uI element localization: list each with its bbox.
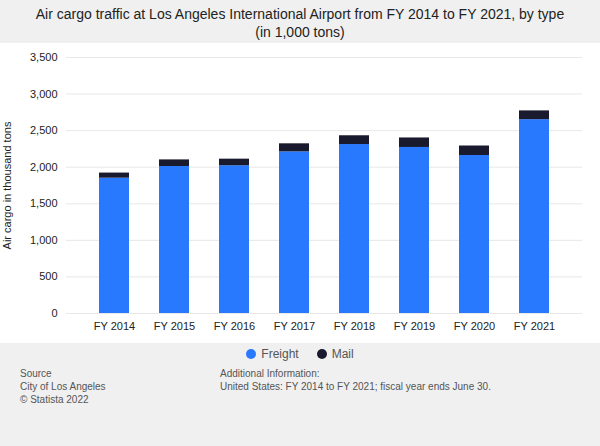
svg-text:2,000: 2,000 (30, 161, 58, 173)
svg-text:2,500: 2,500 (30, 124, 58, 136)
svg-text:FY 2020: FY 2020 (454, 320, 495, 332)
svg-text:FY 2014: FY 2014 (94, 320, 135, 332)
svg-text:FY 2016: FY 2016 (214, 320, 255, 332)
svg-text:FY 2017: FY 2017 (274, 320, 315, 332)
svg-text:FY 2018: FY 2018 (334, 320, 375, 332)
svg-text:1,500: 1,500 (30, 197, 58, 209)
html-text:Freight: Freight (261, 347, 299, 361)
svg-text:500: 500 (39, 270, 57, 282)
html-text:Additional Information: United: Additional Information: United States: F… (220, 368, 491, 392)
svg-text:FY 2015: FY 2015 (154, 320, 195, 332)
svg-text:1,000: 1,000 (30, 234, 58, 246)
svg-text:3,500: 3,500 (30, 51, 58, 63)
html-text:Air cargo traffic at Los Angel: Air cargo traffic at Los Angeles Interna… (35, 6, 565, 40)
svg-text:Air cargo in thousand tons: Air cargo in thousand tons (1, 121, 13, 249)
svg-text:FY 2019: FY 2019 (394, 320, 435, 332)
svg-text:0: 0 (51, 307, 57, 319)
html-text:Source City of Los Angeles © S: Source City of Los Angeles © Statista 20… (20, 368, 106, 405)
svg-text:FY 2021: FY 2021 (514, 320, 555, 332)
html-text:Mail: Mail (331, 347, 354, 361)
svg-text:3,000: 3,000 (30, 88, 58, 100)
